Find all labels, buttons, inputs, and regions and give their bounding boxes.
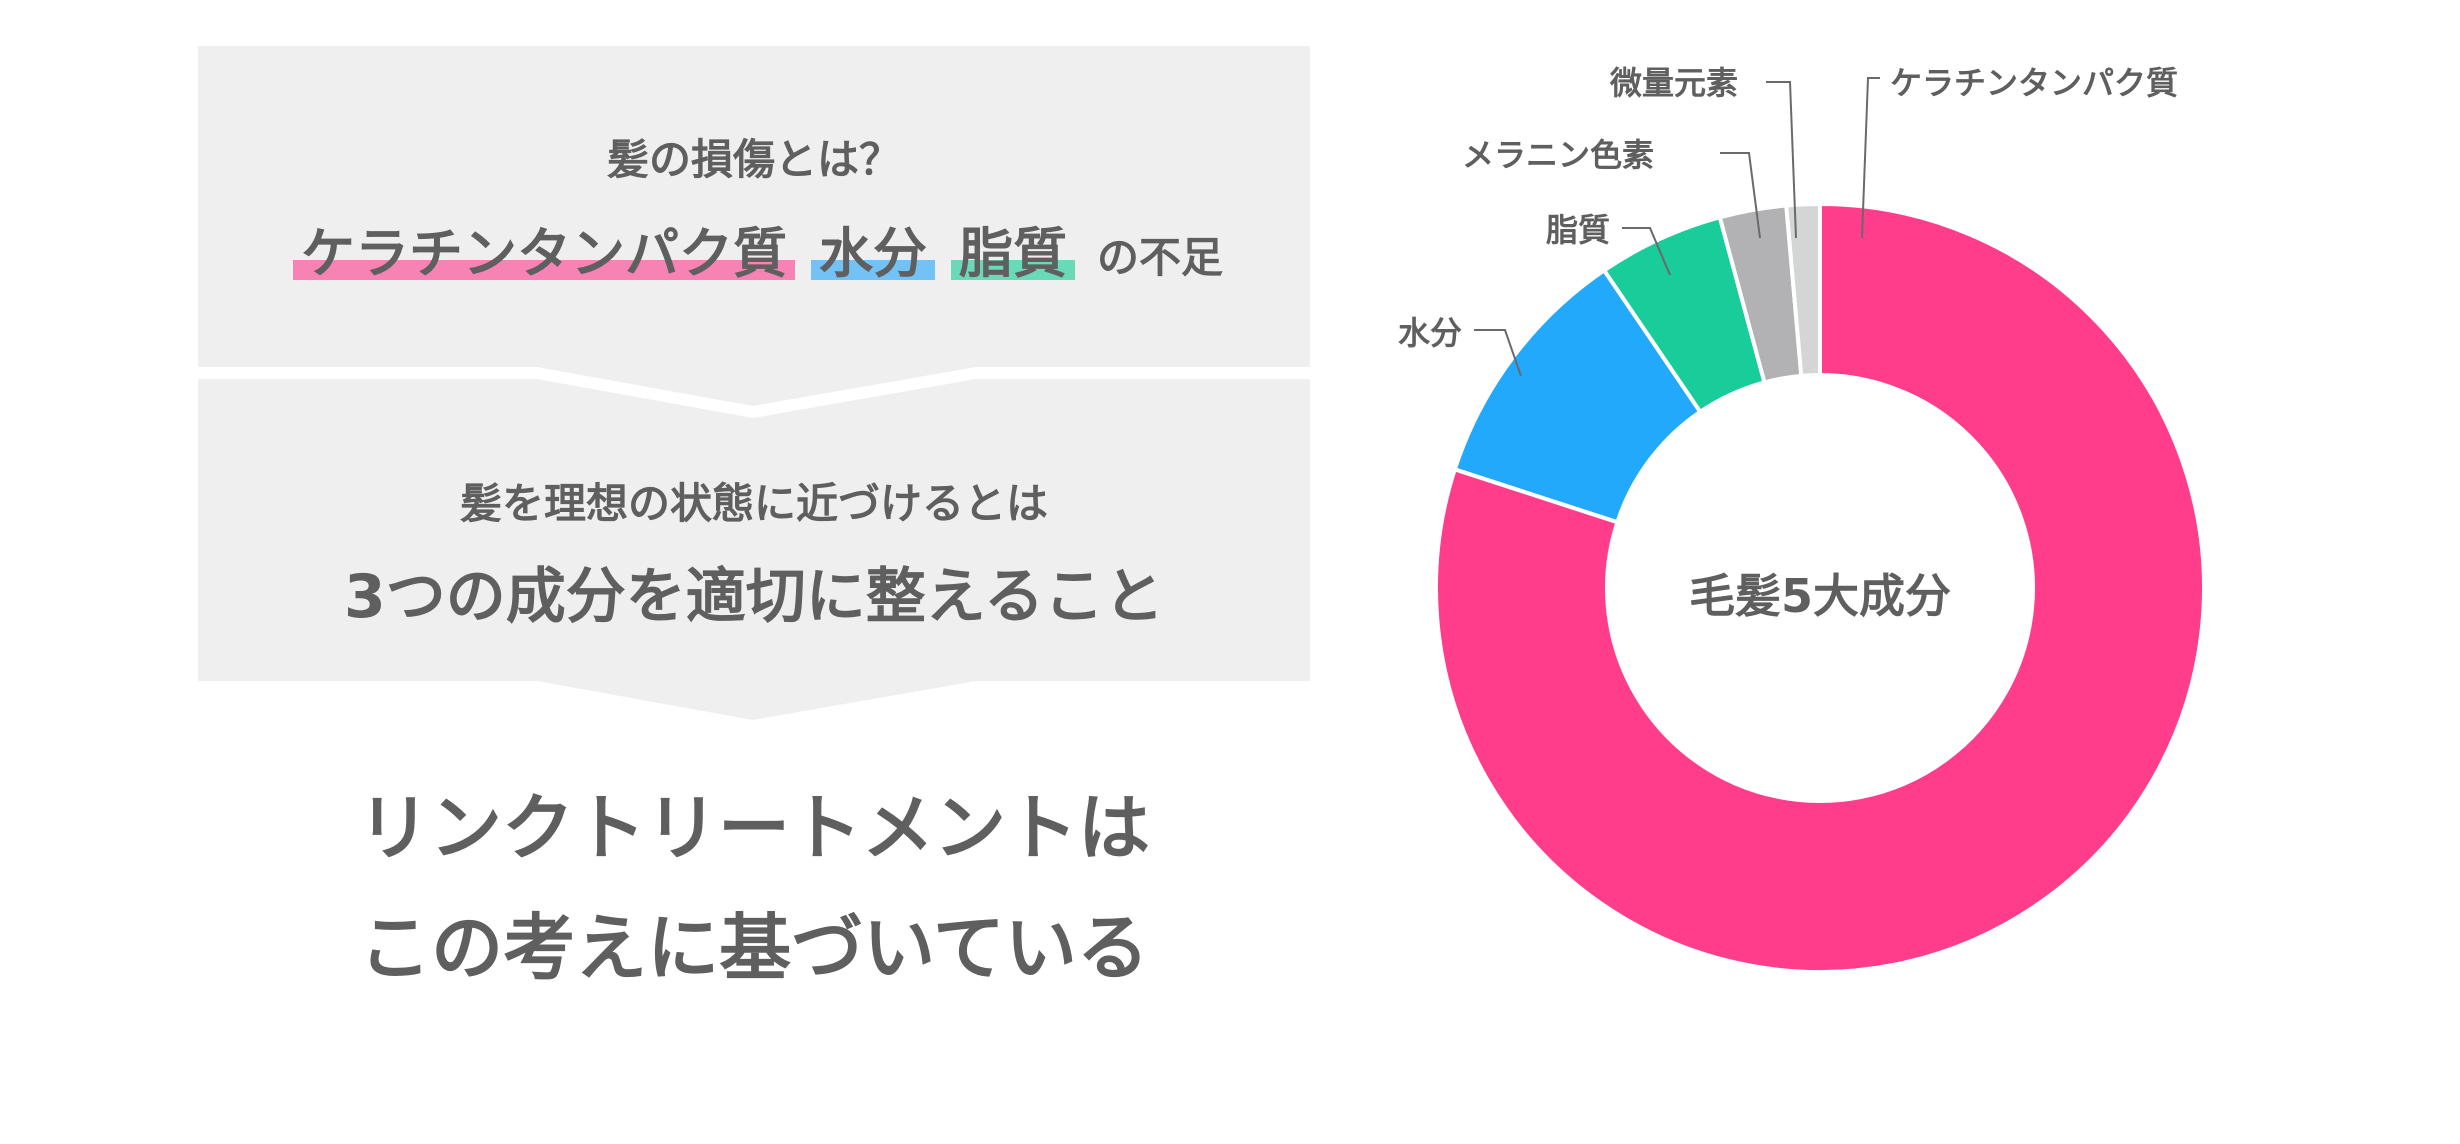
conclusion-line-1: リンクトリートメントは: [357, 786, 1150, 870]
leader-lipid: [1622, 227, 1671, 276]
question-heading: 髪の損傷とは？: [606, 135, 901, 184]
deficiency-row: ケラチンタンパク質 水分 脂質 の不足: [198, 206, 1310, 286]
leader-keratin: [1861, 77, 1880, 239]
conclusion-line-2: この考えに基づいている: [359, 906, 1149, 990]
label-keratin: ケラチンタンパク質: [1890, 64, 2179, 102]
donut-center-title: 毛髪5大成分: [1688, 569, 1951, 623]
leader-lines: [1474, 77, 1880, 377]
leader-trace: [1766, 81, 1797, 239]
label-water: 水分: [1398, 314, 1463, 352]
donut-slices: [1434, 201, 2206, 974]
slice-keratin: [1434, 201, 2206, 974]
deficiency-tail: の不足: [1096, 233, 1223, 282]
slice-trace: [1784, 201, 1822, 378]
ideal-state-title: 3つの成分を適切に整えること: [344, 562, 1164, 632]
label-melanin: メラニン色素: [1462, 136, 1655, 174]
leader-water: [1474, 329, 1522, 377]
highlight-water: 水分: [810, 222, 935, 286]
panel-2-shape: [198, 379, 1310, 720]
panel-1-shape: [198, 46, 1310, 406]
highlight-keratin: ケラチンタンパク質: [292, 222, 795, 286]
highlight-lipid: 脂質: [950, 222, 1075, 286]
conclusion-text: リンクトリートメントは この考えに基づいている: [198, 768, 1310, 1008]
label-lipid: 脂質: [1546, 211, 1611, 249]
ideal-state-subtitle: 髪を理想の状態に近づけるとは: [459, 479, 1048, 528]
label-trace-elements: 微量元素: [1610, 64, 1739, 102]
leader-melanin: [1720, 152, 1761, 239]
